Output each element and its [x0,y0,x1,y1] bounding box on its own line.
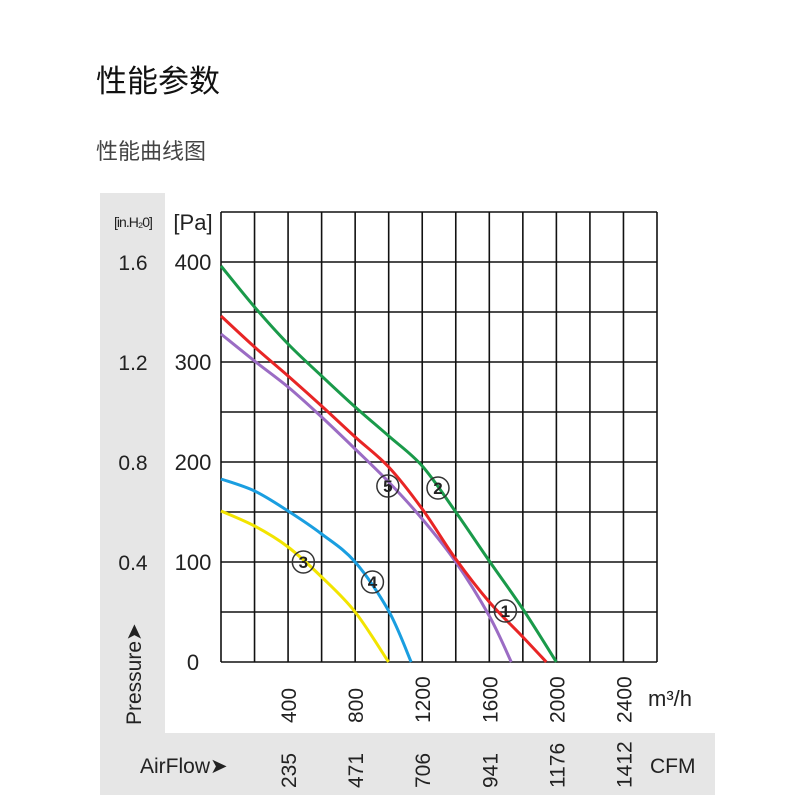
axes-labels: [in.H₂0] [Pa] Pressure➤ AirFlow➤ m³/h CF… [114,210,695,788]
marker-circle [493,599,518,623]
y-unit-inh2o: [in.H₂0] [114,214,152,230]
curve-marker-1: 1 [493,599,518,623]
x-unit-cfm: CFM [650,755,696,778]
marker-circle [426,476,450,500]
grid [220,211,658,663]
marker-circle [291,550,316,574]
y-tick-label-inh2o: 0.4 [118,552,148,575]
y-tick-label-inh2o: 1.2 [118,352,147,375]
x-axis-label: AirFlow➤ [140,755,228,778]
marker-circle [360,570,385,594]
x-tick-label-cfm: 471 [345,753,368,788]
marker-label: 2 [433,479,442,498]
y-unit-pa: [Pa] [173,210,212,235]
curve-markers: 1 2 3 4 5 [291,474,518,623]
marker-label: 3 [299,553,308,572]
curve-marker-2: 2 [426,476,450,500]
left-panel-bg [100,193,165,735]
curves [219,265,558,664]
y-tick-label-inh2o: 0.8 [118,452,147,475]
x-tick-label-cfm: 235 [278,753,301,788]
curve-3 [220,509,390,663]
marker-label: 5 [383,477,392,496]
y-tick-label-pa: 300 [175,350,212,375]
y-tick-label-pa: 100 [175,550,212,575]
page-title: 性能参数 [96,64,220,100]
y-tick-label-inh2o: 1.6 [118,252,147,275]
curve-marker-4: 4 [360,570,385,594]
curve-2 [219,265,558,663]
curve-5 [219,314,548,664]
x-tick-label-m3h: 2000 [546,676,569,723]
x-tick-label-m3h: 2400 [613,676,636,723]
x-tick-label-m3h: 800 [345,688,368,723]
curve-4 [220,477,413,663]
marker-label: 4 [368,573,378,592]
curve-marker-5: 5 [376,474,400,498]
bottom-panel-bg [100,733,715,795]
marker-circle [376,474,400,498]
x-tick-label-cfm: 706 [412,753,435,788]
x-tick-label-cfm: 1412 [613,741,636,788]
y-tick-label-pa: 0 [187,650,199,675]
x-tick-label-cfm: 941 [479,753,502,788]
x-tick-label-m3h: 1200 [412,676,435,723]
y-axis-label: Pressure➤ [123,623,146,725]
curve-marker-3: 3 [291,550,316,574]
y-tick-label-pa: 400 [175,250,212,275]
x-tick-label-cfm: 1176 [546,743,569,788]
curve-1 [220,332,513,663]
x-tick-label-m3h: 400 [278,688,301,723]
x-unit-m3h: m³/h [648,686,692,711]
x-tick-label-m3h: 1600 [479,676,502,723]
y-tick-label-pa: 200 [175,450,212,475]
marker-label: 1 [501,602,510,621]
chart-subtitle: 性能曲线图 [96,140,207,165]
